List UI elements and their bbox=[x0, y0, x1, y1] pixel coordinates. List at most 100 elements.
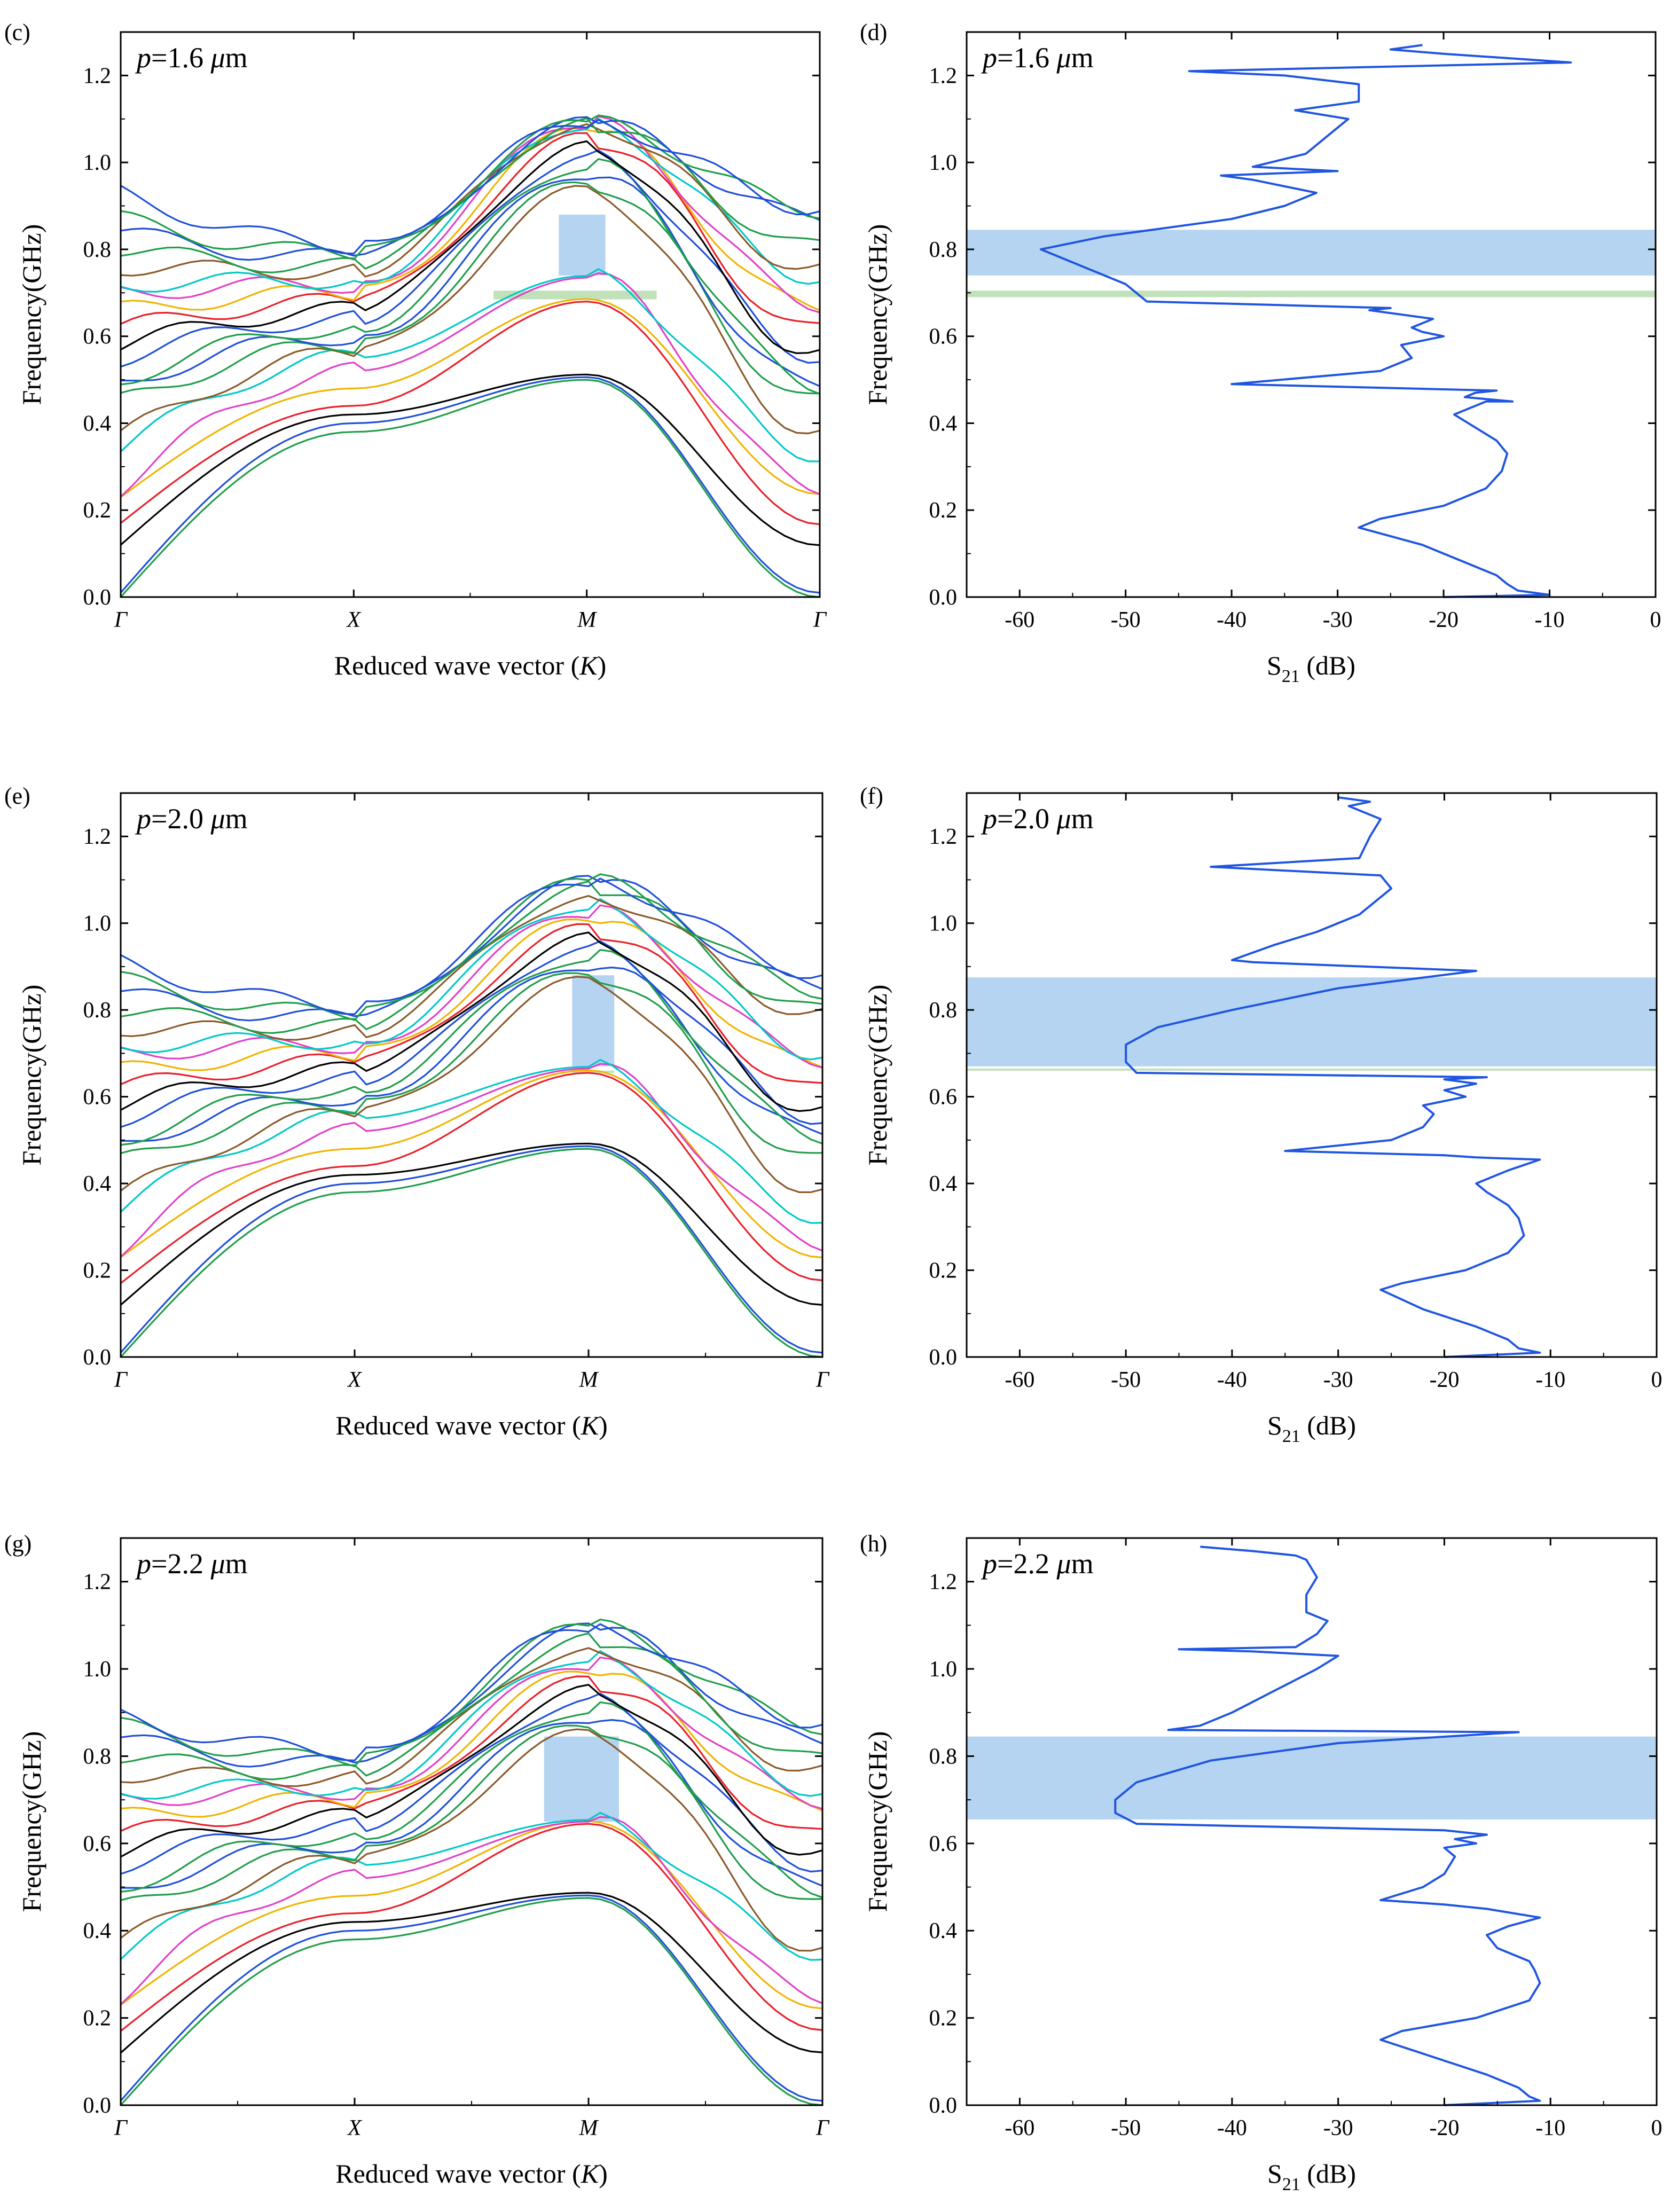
x-tick-label-h-6: 0 bbox=[1651, 2116, 1663, 2140]
band-gap-green-c-1 bbox=[493, 291, 657, 300]
y-tick-label-d-0: 0.0 bbox=[929, 585, 958, 610]
band-line-e-1 bbox=[120, 1145, 823, 1354]
annotation-d: p=1.6 μm bbox=[981, 42, 1094, 74]
band-line-c-2 bbox=[120, 373, 820, 546]
s21-curve-d bbox=[1039, 44, 1572, 598]
annotation-sym: p bbox=[135, 42, 151, 74]
band-line-e-8 bbox=[120, 972, 822, 1154]
x-tick-label-e-0: Γ bbox=[114, 1368, 128, 1392]
x-axis-label-e: Reduced wave vector (K) bbox=[335, 1410, 608, 1440]
x-tick-label-d-6: 0 bbox=[1650, 608, 1661, 632]
band-gap-blue-c-0 bbox=[559, 214, 606, 276]
y-tick-label-d-2: 0.4 bbox=[929, 411, 958, 436]
annotation-h: p=2.2 μm bbox=[981, 1548, 1094, 1580]
band-line-c-9 bbox=[120, 176, 820, 387]
band-line-c-6 bbox=[120, 268, 820, 462]
y-tick-label-h-1: 0.2 bbox=[929, 2006, 958, 2031]
band-line-c-10 bbox=[120, 158, 820, 395]
band-line-g-16 bbox=[120, 1650, 823, 1800]
panel-h: (h) 0.0 0.2 0.4 0.6 0.8 1.0 1.2 -60 -50 -40 -30 -20 -… bbox=[860, 1531, 1663, 2194]
y-axis-label-f: Frequency(GHz) bbox=[862, 985, 892, 1166]
y-tick-label-e-1: 0.2 bbox=[83, 1259, 112, 1283]
x-tick-label-h-2: -40 bbox=[1217, 2116, 1247, 2140]
y-tick-label-h-2: 0.4 bbox=[929, 1919, 958, 1943]
band-gap-blue-f-0 bbox=[967, 977, 1657, 1066]
x-axis-label-sub: 21 bbox=[1282, 1426, 1300, 1446]
x-tick-label-f-2: -40 bbox=[1217, 1368, 1247, 1392]
x-axis-label-pre: S bbox=[1267, 2159, 1282, 2189]
band-line-e-11 bbox=[120, 940, 823, 1128]
x-tick-label-c-0: Γ bbox=[114, 608, 128, 632]
x-tick-label-c-1: X bbox=[346, 608, 362, 632]
band-line-e-5 bbox=[120, 1063, 823, 1258]
x-axis-label-sub: 21 bbox=[1282, 2175, 1300, 2194]
x-tick-label-f-3: -30 bbox=[1323, 1368, 1353, 1392]
band-line-c-21 bbox=[120, 119, 820, 255]
band-line-c-3 bbox=[120, 301, 820, 525]
x-tick-label-f-1: -50 bbox=[1111, 1368, 1141, 1392]
band-line-g-14 bbox=[120, 1670, 823, 1818]
x-axis-label-post: ) bbox=[599, 1410, 608, 1440]
x-tick-label-e-2: M bbox=[579, 1368, 599, 1392]
y-tick-label-f-4: 0.8 bbox=[929, 998, 958, 1023]
band-gap-blue-d-0 bbox=[967, 230, 1656, 276]
band-line-g-15 bbox=[120, 1657, 823, 1810]
x-axis-label-pre: S bbox=[1267, 650, 1282, 680]
y-tick-label-g-6: 1.2 bbox=[83, 1570, 112, 1595]
y-tick-label-h-3: 0.6 bbox=[929, 1832, 958, 1856]
band-line-g-13 bbox=[120, 1675, 823, 1832]
x-axis-label-post: ) bbox=[599, 2159, 608, 2189]
band-line-e-19 bbox=[120, 875, 823, 1022]
panel-g: (g) 0.0 0.2 0.4 0.6 0.8 1.0 1.2 Γ X M Γ Reduced wave… bbox=[4, 1531, 830, 2189]
x-axis-label-d: S21 (dB) bbox=[1267, 650, 1355, 686]
annotation-unit: m bbox=[225, 1548, 248, 1580]
panel-letter-g: (g) bbox=[4, 1531, 32, 1557]
x-tick-label-d-1: -50 bbox=[1111, 608, 1141, 632]
panel-d: (d) 0.0 0.2 0.4 0.6 0.8 1.0 1.2 -60 -50 -40 -30 -20 -… bbox=[860, 19, 1661, 686]
x-axis-label-pre: Reduced wave vector ( bbox=[335, 2159, 581, 2189]
x-tick-label-d-5: -10 bbox=[1535, 608, 1565, 632]
x-axis-label-pre: Reduced wave vector ( bbox=[335, 1410, 581, 1440]
band-line-g-3 bbox=[120, 1823, 823, 2032]
band-line-e-0 bbox=[120, 1148, 823, 1358]
band-line-e-16 bbox=[120, 898, 823, 1061]
x-tick-label-d-3: -30 bbox=[1323, 608, 1353, 632]
x-axis-label-post: (dB) bbox=[1300, 2159, 1356, 2189]
x-tick-label-f-4: -20 bbox=[1429, 1368, 1459, 1392]
band-line-e-13 bbox=[120, 923, 823, 1085]
annotation-value: =2.2 bbox=[997, 1548, 1056, 1580]
band-line-g-6 bbox=[120, 1811, 823, 1961]
band-line-g-0 bbox=[120, 1897, 823, 2106]
s21-curve-f bbox=[1125, 796, 1541, 1358]
y-tick-label-e-5: 1.0 bbox=[83, 912, 112, 936]
band-line-g-2 bbox=[120, 1892, 823, 2054]
band-line-e-3 bbox=[120, 1072, 823, 1284]
band-line-g-4 bbox=[120, 1820, 823, 2010]
x-axis-label-pre: S bbox=[1267, 1410, 1282, 1440]
panel-e: (e) 0.0 0.2 0.4 0.6 0.8 1.0 1.2 Γ X M Γ Reduced wave… bbox=[4, 783, 830, 1440]
band-line-c-14 bbox=[120, 127, 820, 311]
band-line-e-2 bbox=[120, 1142, 823, 1306]
x-tick-label-h-5: -10 bbox=[1535, 2116, 1565, 2140]
y-tick-label-c-1: 0.2 bbox=[83, 498, 112, 523]
x-tick-label-f-0: -60 bbox=[1005, 1368, 1034, 1392]
band-line-e-14 bbox=[120, 918, 823, 1071]
annotation-unit: m bbox=[1071, 1548, 1094, 1580]
y-tick-label-e-0: 0.0 bbox=[83, 1345, 112, 1370]
annotation-sym: p bbox=[135, 1548, 151, 1580]
band-line-g-5 bbox=[120, 1816, 823, 2005]
y-tick-label-e-4: 0.8 bbox=[83, 998, 112, 1023]
x-tick-label-d-0: -60 bbox=[1005, 608, 1034, 632]
x-tick-label-g-2: M bbox=[579, 2116, 599, 2140]
y-tick-label-g-5: 1.0 bbox=[83, 1657, 112, 1682]
band-line-c-1 bbox=[120, 376, 820, 594]
annotation-unit: m bbox=[225, 803, 248, 835]
x-tick-label-f-6: 0 bbox=[1651, 1368, 1663, 1392]
band-line-g-11 bbox=[120, 1692, 823, 1875]
y-tick-label-d-6: 1.2 bbox=[929, 64, 958, 88]
y-axis-label-c: Frequency(GHz) bbox=[17, 224, 46, 405]
annotation-unit: m bbox=[1071, 42, 1094, 74]
y-tick-label-f-3: 0.6 bbox=[929, 1085, 958, 1110]
band-line-c-5 bbox=[120, 272, 820, 498]
